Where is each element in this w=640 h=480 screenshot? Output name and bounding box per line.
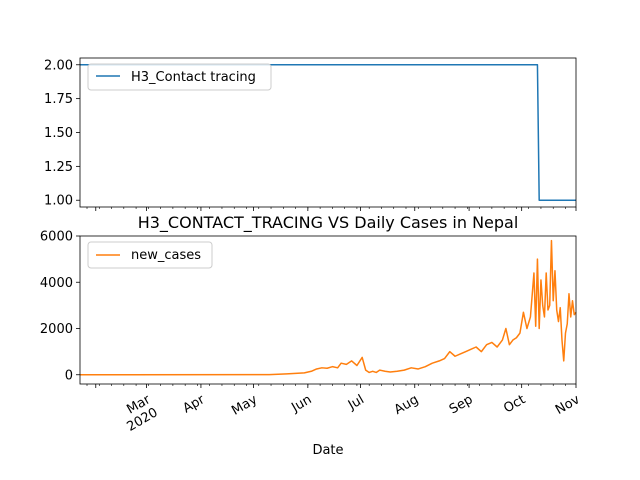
top-subplot: 1.00 1.25 1.50 1.75 2.00 H3_Contact tracing: [44, 57, 577, 211]
bottom-x-axis-label: Date: [312, 443, 343, 458]
top-legend-label: H3_Contact tracing: [131, 70, 256, 85]
top-legend: H3_Contact tracing: [87, 63, 272, 91]
bottom-y-tick-label: 6000: [40, 230, 73, 245]
top-series-line-0: [80, 64, 576, 201]
bottom-y-tick-label: 4000: [40, 276, 73, 291]
top-y-tick-label: 1.00: [44, 194, 73, 209]
top-y-tick-label: 1.75: [44, 92, 73, 107]
bottom-legend-box: [87, 241, 213, 269]
top-y-tick-label: 1.50: [44, 126, 73, 141]
bottom-axes-frame: [79, 235, 577, 385]
top-x-ticks: [86, 207, 577, 211]
top-legend-box: [87, 63, 272, 91]
top-y-tick-label: 1.25: [44, 160, 73, 175]
x-tick-label-group: Jul: [345, 392, 367, 413]
bottom-legend: new_cases: [87, 241, 213, 269]
bottom-plot-title: H3_CONTACT_TRACING VS Daily Cases in Nep…: [138, 213, 519, 233]
bottom-series-lines: [79, 239, 577, 376]
bottom-y-tick-label: 0: [65, 368, 73, 383]
top-y-tick-label: 2.00: [44, 58, 73, 73]
top-series-lines: [80, 64, 576, 201]
bottom-series-line-0: [79, 239, 577, 376]
top-y-ticks: 1.00 1.25 1.50 1.75 2.00: [44, 58, 80, 209]
x-tick-label: Jul: [345, 392, 367, 413]
bottom-y-tick-label: 2000: [40, 322, 73, 337]
bottom-y-ticks: 0 2000 4000 6000: [40, 230, 80, 383]
bottom-legend-label: new_cases: [131, 248, 201, 263]
